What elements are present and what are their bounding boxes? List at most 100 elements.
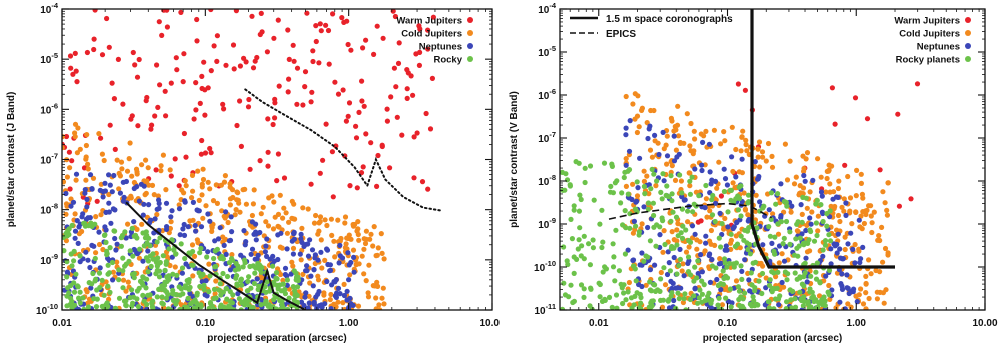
data-point xyxy=(263,298,269,304)
data-point xyxy=(327,262,333,268)
data-point xyxy=(359,98,365,104)
data-point xyxy=(778,215,784,221)
data-point xyxy=(721,256,728,262)
data-point xyxy=(576,208,582,214)
data-point xyxy=(674,242,680,248)
data-point xyxy=(169,291,176,297)
data-point xyxy=(792,296,798,302)
data-point xyxy=(108,220,114,226)
data-point xyxy=(577,225,583,231)
data-point xyxy=(646,191,652,197)
data-point xyxy=(182,178,188,184)
data-point xyxy=(653,183,659,189)
data-point xyxy=(133,166,140,172)
data-point xyxy=(660,297,666,303)
data-point xyxy=(707,279,713,285)
data-point xyxy=(668,218,674,224)
data-point xyxy=(741,237,747,243)
data-point xyxy=(170,271,176,277)
data-point xyxy=(576,160,582,166)
data-point xyxy=(129,287,135,293)
data-point xyxy=(709,212,716,218)
data-point xyxy=(646,126,652,132)
x-axis-title: projected separation (arcsec) xyxy=(703,333,843,344)
data-point xyxy=(220,270,226,277)
data-point xyxy=(271,35,277,41)
data-point xyxy=(788,305,795,310)
data-point xyxy=(159,300,165,306)
data-point xyxy=(84,204,90,210)
data-point xyxy=(249,246,256,252)
data-point xyxy=(205,179,211,185)
data-point xyxy=(613,227,619,233)
data-point xyxy=(241,55,247,61)
data-point xyxy=(222,173,228,179)
data-point xyxy=(257,31,263,38)
data-point xyxy=(747,251,753,257)
data-point xyxy=(410,92,416,98)
data-point xyxy=(66,149,72,155)
data-point xyxy=(692,166,698,172)
data-point xyxy=(709,177,715,183)
data-point xyxy=(67,165,73,171)
data-point xyxy=(213,182,219,188)
data-point xyxy=(578,253,584,259)
data-point xyxy=(143,157,149,163)
data-point xyxy=(767,233,773,239)
data-point xyxy=(699,162,705,168)
data-point xyxy=(359,78,365,84)
data-point xyxy=(845,285,851,291)
data-point xyxy=(818,174,824,180)
y-axis-title: planet/star contrast (J Band) xyxy=(6,92,17,228)
data-point xyxy=(154,62,160,68)
data-point xyxy=(791,181,798,187)
data-point xyxy=(623,183,629,189)
y-tick-label: 10-9 xyxy=(538,216,556,231)
data-point xyxy=(863,273,869,279)
data-point xyxy=(392,13,398,20)
data-point xyxy=(749,282,755,288)
data-point xyxy=(127,140,133,146)
data-point xyxy=(824,210,830,217)
data-point xyxy=(768,190,774,196)
data-point xyxy=(741,190,747,196)
data-point xyxy=(765,140,772,147)
data-point xyxy=(347,272,353,278)
data-point xyxy=(271,279,277,285)
data-point xyxy=(235,291,241,297)
data-point xyxy=(718,287,724,293)
data-point xyxy=(94,287,100,293)
data-point xyxy=(687,143,693,149)
data-point xyxy=(185,224,191,230)
data-point xyxy=(124,168,131,174)
data-point xyxy=(843,212,849,218)
data-point xyxy=(252,270,258,276)
data-point xyxy=(647,238,653,244)
data-point xyxy=(734,219,740,225)
data-point xyxy=(96,241,103,248)
data-point xyxy=(87,172,94,178)
data-point xyxy=(342,214,349,220)
data-point xyxy=(798,202,804,208)
data-point xyxy=(116,295,123,301)
data-point xyxy=(92,9,98,13)
data-point xyxy=(677,256,683,262)
data-point xyxy=(634,179,640,185)
data-point xyxy=(227,181,233,187)
data-point xyxy=(686,170,692,176)
data-point xyxy=(153,167,159,173)
data-point xyxy=(791,252,798,258)
data-point xyxy=(224,273,231,280)
legend-label: Cold Jupiters xyxy=(899,29,960,40)
data-point xyxy=(241,299,247,305)
data-point xyxy=(339,255,346,261)
data-point xyxy=(307,237,313,243)
data-point xyxy=(430,14,436,20)
data-point xyxy=(706,141,712,147)
data-point xyxy=(712,242,718,248)
data-point xyxy=(111,172,117,179)
data-point xyxy=(738,233,744,239)
data-point xyxy=(858,213,864,219)
data-point xyxy=(76,295,82,301)
data-point xyxy=(62,248,67,254)
